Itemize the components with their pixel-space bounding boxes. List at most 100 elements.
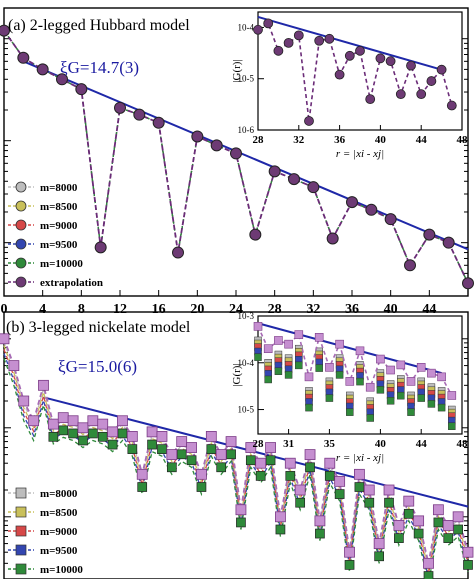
- legend-marker: [15, 181, 27, 193]
- inset-data-point: [325, 363, 334, 372]
- legend-label: m=9000: [40, 220, 78, 232]
- inset-data-point: [356, 377, 364, 386]
- data-point: [196, 468, 207, 480]
- inset-data-point: [344, 50, 355, 61]
- data-point: [315, 528, 325, 539]
- inset: 28 32 36 40 44 48 10-6 10-5 10-4 |G(r)| r = |xi - …: [231, 11, 468, 160]
- data-point: [275, 524, 286, 535]
- inset-data-point: [294, 330, 304, 339]
- inset-data-point: [284, 339, 293, 349]
- data-point: [235, 504, 247, 516]
- inset-x-tick-label: 31: [283, 438, 294, 450]
- inset-y-tick-label: 10-4: [238, 358, 255, 368]
- inset-data-point: [406, 377, 416, 386]
- data-point: [97, 418, 109, 430]
- inset-fit-line: [257, 322, 442, 375]
- inset-data-point: [406, 60, 416, 71]
- data-point: [363, 484, 375, 496]
- data-point: [38, 379, 49, 391]
- panel-b-title: (b) 3-legged nickelate model: [6, 319, 191, 336]
- data-point: [245, 455, 256, 466]
- data-point: [206, 444, 217, 454]
- data-point: [17, 51, 30, 64]
- data-point: [215, 449, 227, 460]
- inset-y-tick-label: 10-6: [238, 125, 255, 135]
- inset-data-point: [346, 408, 354, 416]
- data-point: [176, 436, 188, 447]
- inset-x-tick-label: 44: [416, 438, 428, 450]
- data-point: [8, 360, 20, 371]
- data-point: [172, 246, 184, 259]
- legend-marker: [15, 238, 27, 250]
- x-tick-label: 16: [152, 302, 166, 317]
- data-point: [47, 418, 59, 430]
- data-point: [68, 428, 78, 439]
- data-point: [423, 228, 436, 241]
- data-point: [196, 482, 207, 492]
- x-tick-label: 0: [1, 302, 8, 317]
- data-point: [383, 484, 395, 496]
- inset-data-point: [437, 403, 446, 412]
- data-point: [442, 520, 454, 531]
- data-point: [18, 395, 30, 407]
- x-tick-label: 28: [268, 302, 282, 317]
- inset-data-point: [274, 367, 283, 375]
- legend-label: extrapolation: [40, 277, 103, 289]
- data-point: [133, 108, 146, 121]
- data-point: [324, 457, 336, 469]
- data-point: [67, 415, 79, 427]
- inset-data-point: [375, 53, 386, 64]
- data-point: [210, 139, 223, 152]
- panel-b-xi: ξG=15.0(6): [58, 357, 137, 376]
- legend-label: m=10000: [40, 258, 83, 270]
- data-point: [88, 428, 98, 439]
- data-point: [216, 462, 227, 473]
- inset-data-point: [426, 76, 437, 86]
- legend-marker: [15, 219, 27, 231]
- data-point: [413, 515, 425, 527]
- inset-data-point: [427, 368, 436, 378]
- data-point: [157, 444, 167, 454]
- legend: m=8000m=8500m=9000m=9500m=10000extrapola…: [8, 181, 103, 289]
- data-point: [265, 442, 276, 453]
- legend-label: m=10000: [40, 564, 83, 576]
- data-point: [284, 457, 296, 469]
- inset-x-tick-label: 40: [375, 134, 387, 146]
- inset-data-point: [397, 391, 405, 400]
- data-point: [373, 538, 385, 549]
- inset-xlabel: r = |xi - xj|: [336, 148, 384, 160]
- inset-data-point: [325, 394, 334, 402]
- data-point: [334, 475, 346, 487]
- inset-data-point: [253, 24, 263, 35]
- inset-frame: [257, 11, 463, 131]
- data-point: [432, 504, 444, 516]
- data-point: [117, 415, 128, 427]
- legend-marker: [15, 487, 27, 499]
- inset-data-point: [416, 363, 426, 372]
- data-point: [166, 449, 178, 460]
- data-point: [186, 442, 197, 453]
- inset-data-point: [295, 361, 303, 370]
- data-point: [393, 520, 405, 531]
- inset-data-point: [365, 382, 375, 392]
- data-point: [275, 511, 286, 523]
- data-point: [423, 571, 434, 579]
- data-point: [176, 449, 187, 460]
- data-point: [344, 546, 355, 558]
- inset-data-point: [395, 89, 406, 100]
- inset-x-tick-label: 35: [324, 438, 336, 450]
- data-point: [225, 436, 237, 447]
- data-point: [346, 196, 358, 209]
- inset-data-point: [355, 45, 365, 56]
- data-point: [230, 147, 242, 160]
- data-point: [354, 468, 365, 480]
- data-point: [384, 497, 394, 508]
- data-point: [285, 471, 296, 481]
- inset-data-point: [386, 365, 395, 375]
- legend: m=8000m=8500m=9000m=9500m=10000extrapola…: [8, 487, 83, 576]
- data-point: [374, 551, 384, 562]
- data-point: [245, 442, 257, 453]
- data-point: [147, 439, 157, 450]
- panel-a-xi: ξG=14.7(3): [60, 58, 139, 77]
